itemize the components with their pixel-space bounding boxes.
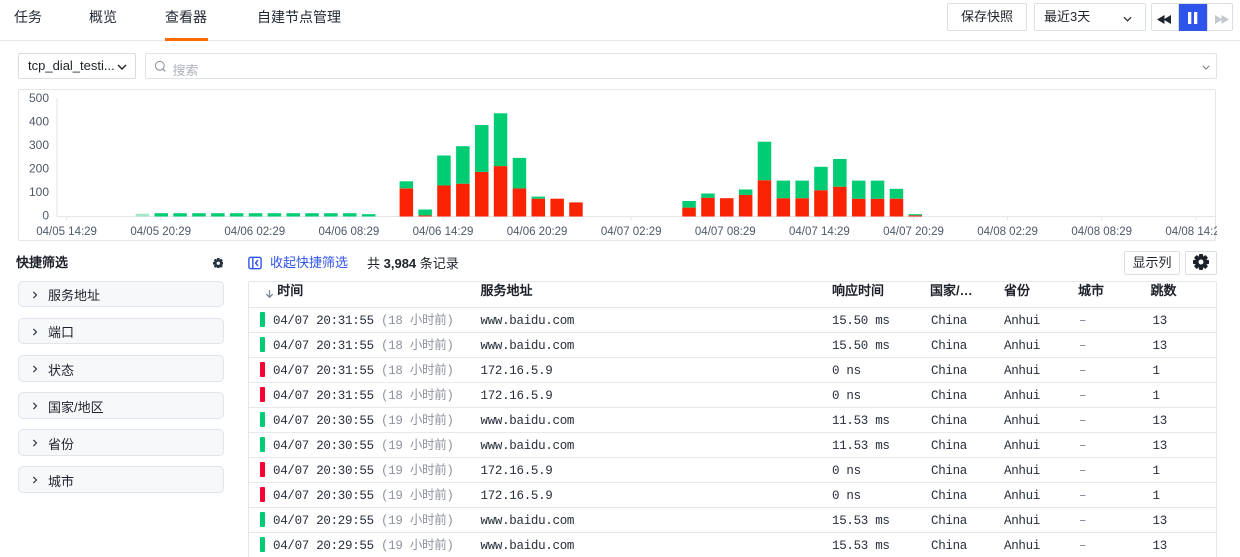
svg-text:300: 300 [29,138,49,152]
svg-text:04/06 20:29: 04/06 20:29 [507,226,568,238]
svg-text:400: 400 [29,115,49,129]
svg-text:04/07 14:29: 04/07 14:29 [789,226,850,238]
svg-text:04/05 14:29: 04/05 14:29 [36,226,97,238]
svg-text:04/06 14:29: 04/06 14:29 [413,226,474,238]
svg-text:500: 500 [29,91,49,105]
svg-text:200: 200 [29,162,49,176]
svg-text:04/07 08:29: 04/07 08:29 [695,226,756,238]
svg-text:100: 100 [29,185,49,199]
svg-text:04/08 14:29: 04/08 14:29 [1165,226,1217,238]
svg-text:04/08 08:29: 04/08 08:29 [1071,226,1132,238]
svg-text:04/07 02:29: 04/07 02:29 [601,226,662,238]
svg-text:04/05 20:29: 04/05 20:29 [130,226,191,238]
svg-text:04/07 20:29: 04/07 20:29 [883,226,944,238]
svg-text:04/06 02:29: 04/06 02:29 [224,226,285,238]
svg-text:04/06 08:29: 04/06 08:29 [319,226,380,238]
svg-text:0: 0 [42,209,49,223]
svg-text:04/08 02:29: 04/08 02:29 [977,226,1038,238]
